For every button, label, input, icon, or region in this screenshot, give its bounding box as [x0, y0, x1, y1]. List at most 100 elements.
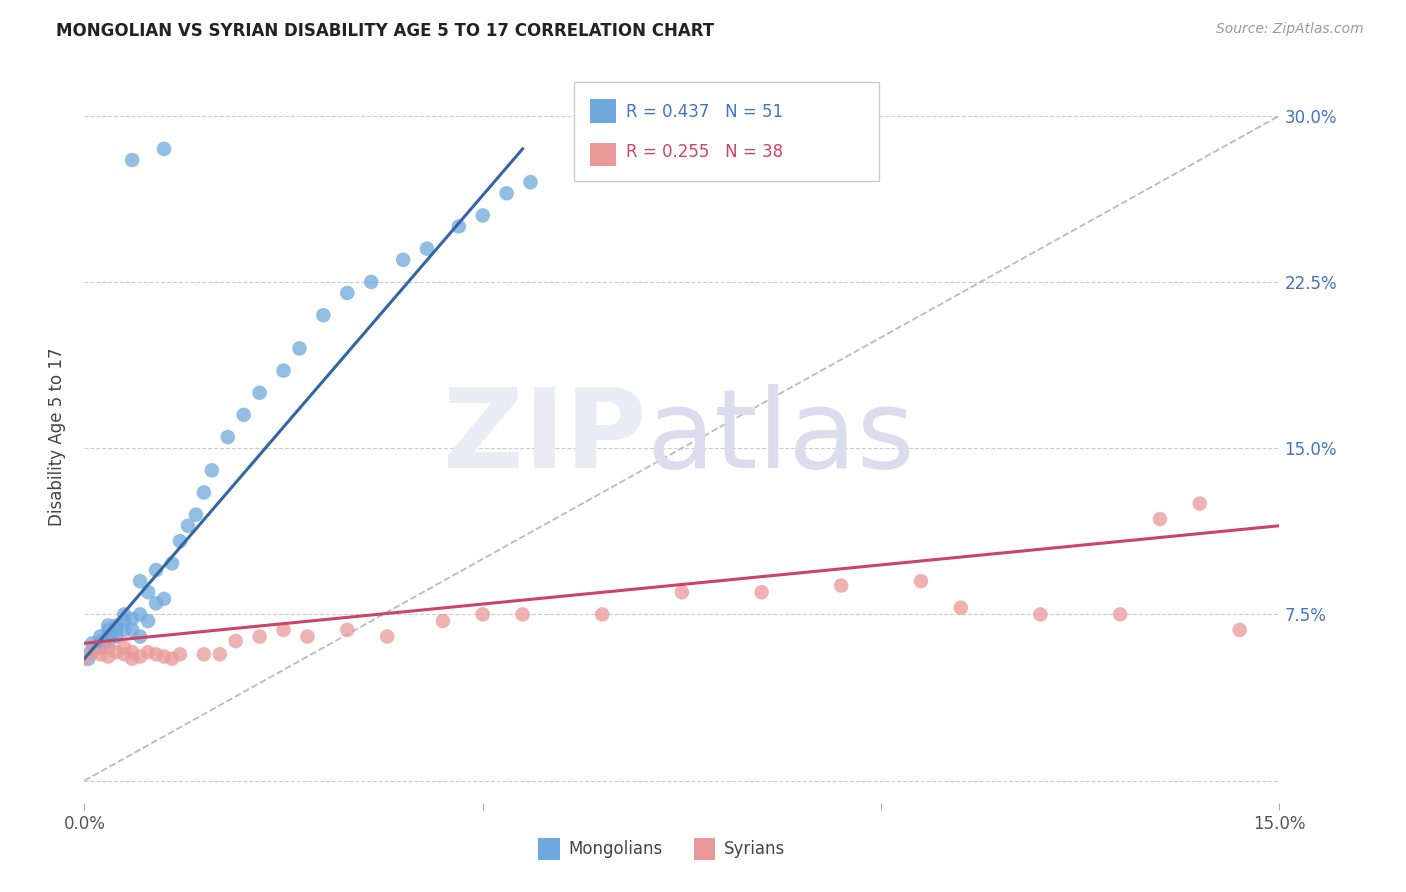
Point [97, 630, 120, 644]
Point [97, 634, 120, 648]
Bar [538, 838, 560, 860]
Point [112, 607, 135, 622]
Point [90, 634, 112, 648]
Point [288, 342, 311, 356]
Text: atlas: atlas [647, 384, 914, 491]
Point [208, 648, 231, 662]
Point [249, 385, 271, 400]
Text: Syrians: Syrians [724, 840, 785, 858]
Point [512, 607, 534, 622]
Point [312, 308, 335, 322]
Point [93, 636, 115, 650]
Point [136, 585, 159, 599]
Point [201, 463, 224, 477]
Point [112, 640, 135, 655]
Point [145, 648, 167, 662]
Point [671, 585, 693, 599]
Point [217, 430, 239, 444]
Y-axis label: Disability Age 5 to 17: Disability Age 5 to 17 [48, 348, 66, 526]
Point [471, 209, 494, 223]
Point [121, 651, 143, 665]
Point [1229, 623, 1251, 637]
Point [830, 578, 852, 592]
Point [184, 508, 207, 522]
Point [471, 607, 494, 622]
Point [129, 630, 152, 644]
Point [949, 600, 972, 615]
Point [129, 649, 152, 664]
Point [232, 408, 254, 422]
Point [105, 623, 128, 637]
Point [336, 285, 359, 300]
Point [121, 645, 143, 659]
Point [145, 596, 167, 610]
Point [249, 630, 271, 644]
Point [360, 275, 382, 289]
Point [416, 242, 439, 256]
Text: ZIP: ZIP [443, 384, 647, 491]
Point [97, 649, 120, 664]
Point [1109, 607, 1132, 622]
FancyBboxPatch shape [575, 82, 879, 181]
Point [297, 630, 319, 644]
Point [519, 175, 541, 189]
Point [1149, 512, 1171, 526]
Point [112, 648, 135, 662]
Point [160, 651, 183, 665]
Bar [695, 838, 716, 860]
Point [432, 614, 454, 628]
Point [375, 630, 398, 644]
Point [121, 612, 143, 626]
Point [136, 614, 159, 628]
Text: R = 0.437   N = 51: R = 0.437 N = 51 [626, 103, 783, 120]
Point [73, 651, 96, 665]
Point [1029, 607, 1052, 622]
Point [136, 645, 159, 659]
Point [392, 252, 415, 267]
Point [153, 649, 176, 664]
Point [1188, 497, 1211, 511]
Bar [591, 99, 616, 122]
Point [105, 630, 128, 644]
Point [82, 636, 104, 650]
Bar [591, 143, 616, 167]
Point [129, 574, 152, 589]
Point [89, 648, 111, 662]
Point [273, 623, 295, 637]
Point [129, 607, 152, 622]
Point [80, 645, 103, 659]
Point [86, 640, 108, 655]
Point [447, 219, 470, 234]
Point [153, 591, 176, 606]
Point [495, 186, 517, 201]
Text: Source: ZipAtlas.com: Source: ZipAtlas.com [1216, 22, 1364, 37]
Point [97, 640, 120, 655]
Point [97, 623, 120, 637]
Point [910, 574, 932, 589]
Point [160, 557, 183, 571]
Point [89, 640, 111, 655]
Point [97, 618, 120, 632]
Point [177, 518, 200, 533]
Point [121, 623, 143, 637]
Point [105, 618, 128, 632]
Point [77, 651, 100, 665]
Point [112, 623, 135, 637]
Point [82, 645, 104, 659]
Point [273, 363, 295, 377]
Point [193, 485, 215, 500]
Point [751, 585, 773, 599]
Point [169, 534, 191, 549]
Point [105, 645, 128, 659]
Point [112, 614, 135, 628]
Point [153, 142, 176, 156]
Text: R = 0.255   N = 38: R = 0.255 N = 38 [626, 143, 783, 161]
Point [225, 634, 247, 648]
Text: MONGOLIAN VS SYRIAN DISABILITY AGE 5 TO 17 CORRELATION CHART: MONGOLIAN VS SYRIAN DISABILITY AGE 5 TO … [56, 22, 714, 40]
Point [98, 630, 121, 644]
Point [121, 153, 143, 167]
Text: Mongolians: Mongolians [568, 840, 662, 858]
Point [89, 630, 111, 644]
Point [145, 563, 167, 577]
Point [169, 648, 191, 662]
